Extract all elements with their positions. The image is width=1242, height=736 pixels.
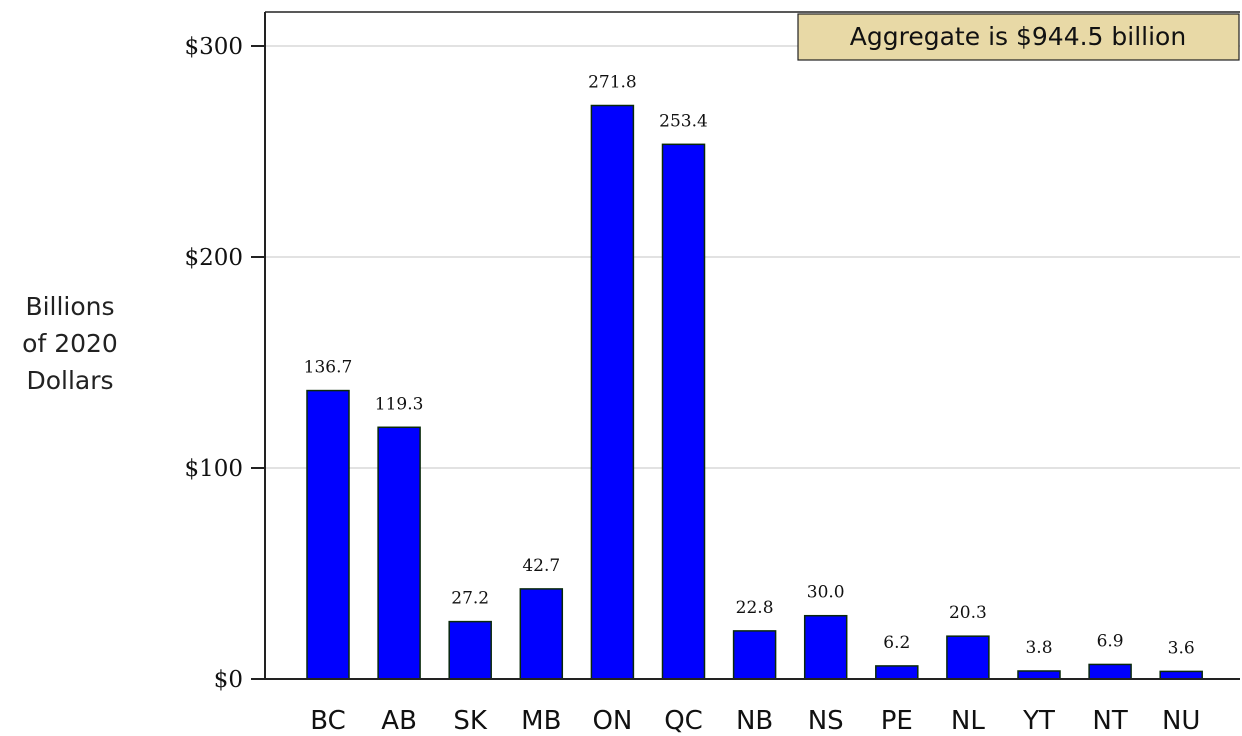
bar-yt bbox=[1017, 670, 1061, 680]
x-tick-label: AB bbox=[381, 706, 417, 736]
bar-on bbox=[590, 104, 635, 680]
bar-mb bbox=[519, 588, 564, 680]
y-tick-label: $0 bbox=[214, 667, 243, 693]
data-label: 27.2 bbox=[451, 589, 489, 609]
bar-ns bbox=[803, 614, 848, 680]
data-label: 3.6 bbox=[1168, 638, 1195, 658]
data-label: 20.3 bbox=[949, 603, 987, 623]
y-tick-label: $100 bbox=[184, 456, 243, 482]
annotation-box: Aggregate is $944.5 billion bbox=[797, 13, 1240, 61]
annotation-text: Aggregate is $944.5 billion bbox=[850, 22, 1186, 51]
annotation-background bbox=[797, 13, 1240, 61]
x-tick-label: QC bbox=[664, 706, 703, 736]
bar-nu bbox=[1159, 670, 1203, 680]
bar-pe bbox=[875, 665, 919, 680]
axes: $0 $100 $200 $300 BC AB SK MB ON QC NB NS PE NL YT NT NU bbox=[184, 11, 1240, 736]
x-tick-label: YT bbox=[1022, 706, 1055, 736]
x-tick-label: NL bbox=[951, 706, 985, 736]
x-tick-label: ON bbox=[592, 706, 632, 736]
bar-ab bbox=[377, 426, 421, 680]
bar-qc bbox=[661, 143, 706, 680]
data-label: 30.0 bbox=[807, 583, 845, 603]
bar-nt bbox=[1088, 663, 1132, 680]
bar-bc bbox=[306, 389, 350, 680]
y-axis-label-line-1: Billions bbox=[25, 292, 114, 321]
x-tick-label: MB bbox=[521, 706, 561, 736]
data-label: 3.8 bbox=[1025, 638, 1052, 658]
bar-nl bbox=[946, 635, 990, 680]
x-tick-label: PE bbox=[881, 706, 913, 736]
x-tick-label: NB bbox=[736, 706, 773, 736]
data-label: 42.7 bbox=[522, 556, 560, 576]
y-axis-label-line-2: of 2020 bbox=[22, 329, 118, 358]
y-axis-label-line-3: Dollars bbox=[26, 366, 113, 395]
data-label: 119.3 bbox=[375, 394, 424, 414]
y-tick-label: $200 bbox=[184, 245, 243, 271]
data-label: 6.2 bbox=[883, 633, 910, 653]
bars bbox=[306, 104, 1203, 680]
bar-nb bbox=[732, 630, 777, 680]
x-tick-label: NS bbox=[808, 706, 844, 736]
data-labels: 136.7 119.3 27.2 42.7 271.8 253.4 22.8 30.0 6.2 2… bbox=[304, 73, 1195, 659]
x-tick-label: SK bbox=[453, 706, 488, 736]
x-tick-label: NU bbox=[1162, 706, 1200, 736]
x-tick-label: BC bbox=[310, 706, 346, 736]
data-label: 136.7 bbox=[304, 358, 353, 378]
data-label: 271.8 bbox=[588, 73, 637, 93]
data-label: 253.4 bbox=[659, 111, 708, 131]
x-tick-label: NT bbox=[1092, 706, 1127, 736]
bar-sk bbox=[448, 620, 492, 680]
data-label: 22.8 bbox=[736, 598, 774, 618]
data-label: 6.9 bbox=[1097, 631, 1124, 651]
y-tick-label: $300 bbox=[184, 34, 243, 60]
